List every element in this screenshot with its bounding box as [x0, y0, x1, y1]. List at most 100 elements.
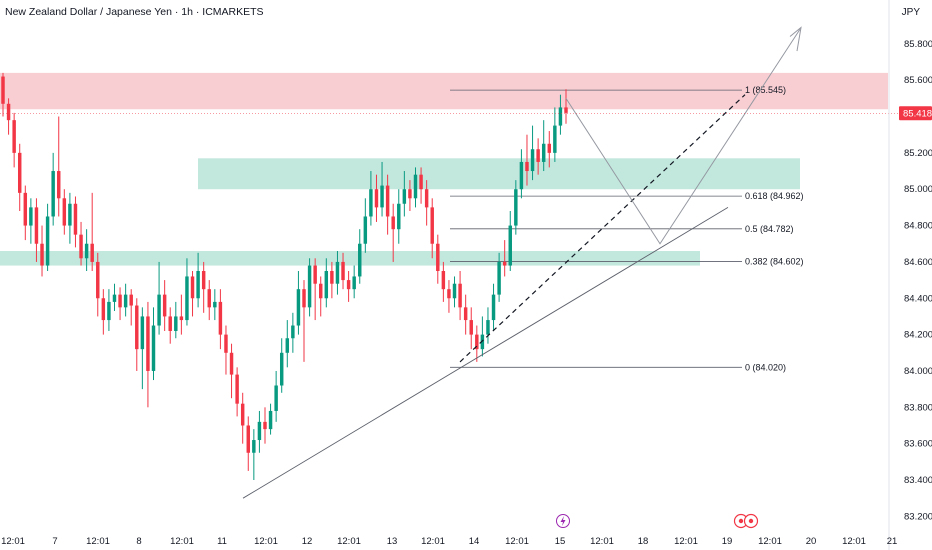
candle [514, 180, 518, 235]
fib-retracement-layer: 1 (85.545) 0.618 (84.962) 0.5 (84.782) 0.38… [450, 85, 804, 372]
current-price-tag [899, 106, 932, 121]
candle-body [536, 149, 540, 162]
candle [497, 252, 501, 302]
candle-body [135, 305, 139, 350]
candle [257, 410, 262, 453]
candle [558, 94, 563, 135]
y-tick-label: 84.600 [904, 257, 932, 268]
candle [112, 283, 117, 311]
candle-body [408, 189, 412, 199]
candle [79, 221, 83, 266]
candle-body [34, 207, 39, 244]
candle [419, 167, 423, 204]
candle [29, 198, 33, 244]
candle [12, 112, 16, 168]
candle-body [285, 338, 290, 353]
supply-zone [0, 72, 888, 110]
candle [190, 271, 195, 317]
candle [525, 134, 529, 186]
candle-body [541, 143, 546, 162]
candle [146, 301, 150, 408]
x-tick-label: 11 [217, 536, 227, 547]
candle-body [519, 161, 524, 190]
candle-body [424, 189, 429, 208]
candle-body [45, 216, 50, 266]
x-tick-label: 7 [52, 536, 57, 547]
x-tick-label: 13 [387, 536, 398, 547]
x-tick-label: 12:01 [842, 536, 866, 547]
candle-body [385, 185, 390, 217]
candle-body [558, 107, 563, 126]
candle [302, 280, 306, 362]
x-tick-label: 12:01 [758, 536, 782, 547]
candle-body [564, 107, 568, 113]
candle [1, 72, 5, 117]
lightning-icon [556, 514, 570, 528]
fib-label: 0.618 (84.962) [745, 191, 804, 201]
candle [519, 149, 524, 199]
candle [279, 338, 284, 393]
candle [358, 229, 362, 284]
candle-body [123, 294, 128, 308]
candle [491, 283, 496, 331]
candle-body [263, 421, 267, 430]
candle-body [302, 289, 306, 308]
y-tick-label: 85.600 [904, 75, 932, 86]
candle-body [274, 385, 278, 411]
candle [430, 198, 434, 259]
candle-body [441, 271, 446, 290]
candle [45, 203, 50, 271]
candle [480, 316, 485, 357]
candle-body [525, 161, 529, 172]
candle-body [436, 243, 440, 271]
candle-body [79, 234, 83, 259]
candle-body [341, 261, 345, 281]
candle [73, 196, 78, 248]
candle [240, 392, 245, 444]
candle-body [218, 301, 223, 335]
event-dot-a [738, 518, 744, 524]
economic-event-icon [733, 513, 759, 529]
candle [118, 287, 122, 321]
candle-body [553, 125, 557, 153]
x-tick-label: 12:01 [505, 536, 529, 547]
candle-body [475, 334, 479, 350]
candle [441, 261, 446, 302]
candle-body [497, 261, 501, 295]
candle-body [96, 261, 100, 299]
candle-body [146, 316, 150, 371]
candle-body [402, 189, 407, 204]
event-dot-b [748, 518, 754, 524]
candle [17, 143, 22, 212]
candle-body [201, 271, 206, 290]
candle-body [480, 334, 485, 350]
candle [380, 161, 384, 217]
x-tick-label: 21 [887, 536, 898, 547]
candle-body [291, 325, 295, 339]
current-price-label: 85.418 [903, 109, 932, 120]
x-tick-label: 15 [555, 536, 566, 547]
candle-body [246, 425, 250, 453]
candle [229, 343, 234, 399]
candle-body [391, 216, 395, 230]
candle [168, 307, 172, 344]
candle-body [174, 316, 178, 331]
candle [201, 261, 206, 313]
candle [252, 429, 256, 481]
drawings-layer [0, 26, 900, 499]
candle-body [313, 265, 317, 284]
candle [218, 289, 223, 350]
candle [530, 125, 535, 181]
x-tick-label: 20 [806, 536, 817, 547]
candle [6, 98, 11, 135]
candle-body [12, 120, 16, 153]
candle [135, 298, 139, 371]
demand-zone-upper [198, 158, 800, 190]
candle [34, 198, 39, 262]
currency-label[interactable]: JPY [901, 7, 920, 18]
x-tick-label: 12:01 [86, 536, 110, 547]
candle [452, 276, 457, 308]
candle-body [430, 207, 434, 244]
candle-body [335, 261, 340, 284]
